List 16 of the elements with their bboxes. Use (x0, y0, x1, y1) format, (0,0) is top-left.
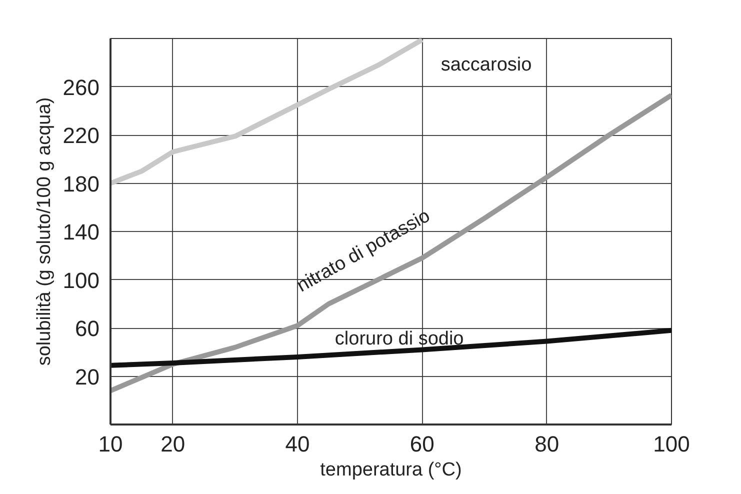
x-tick-label: 80 (534, 432, 560, 456)
x-axis-title: temperatura (°C) (320, 460, 462, 480)
x-tick-label: 60 (410, 432, 434, 456)
x-tick-label: 100 (653, 432, 690, 456)
x-tick-label: 40 (285, 432, 310, 456)
y-axis-title: solubilità (g soluto/100 g acqua) (34, 97, 55, 366)
y-tick-label: 140 (62, 220, 100, 244)
x-tick-label: 10 (98, 432, 123, 456)
y-tick-label: 20 (75, 364, 100, 390)
series-label: saccarosio (440, 54, 532, 76)
y-tick-label: 60 (75, 316, 100, 341)
y-tick-label: 220 (62, 123, 100, 148)
y-tick-label: 180 (62, 171, 100, 196)
y-tick-label: 260 (62, 74, 100, 100)
x-tick-label: 20 (160, 432, 186, 456)
y-tick-label: 100 (62, 268, 100, 293)
